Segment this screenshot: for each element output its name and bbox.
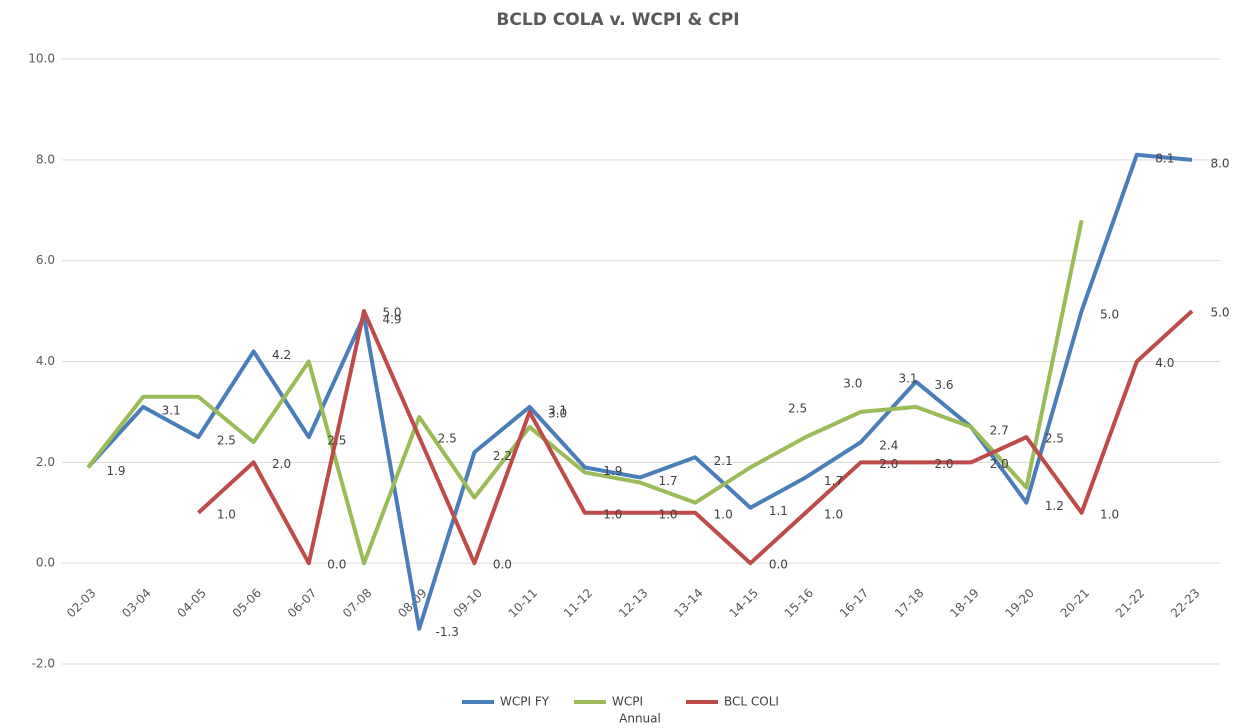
x-tick-label: 05-06 — [230, 586, 265, 621]
legend-label: WCPI FY — [500, 695, 550, 709]
x-tick-label: 07-08 — [340, 586, 375, 621]
data-label: 0.0 — [493, 558, 512, 572]
data-label: 1.0 — [1100, 507, 1119, 521]
data-label: 2.0 — [879, 457, 898, 471]
data-label: 4.9 — [382, 313, 401, 327]
series-line — [197, 309, 1194, 566]
data-label: 5.0 — [1210, 306, 1229, 320]
x-tick-label: 19-20 — [1002, 586, 1037, 621]
y-tick-label: -2.0 — [32, 657, 55, 671]
x-tick-label: 21-22 — [1113, 586, 1148, 621]
data-label: 3.1 — [548, 403, 567, 417]
x-tick-label: 14-15 — [726, 586, 761, 621]
data-label: 0.0 — [327, 558, 346, 572]
x-axis-title: Annual — [619, 712, 661, 726]
data-label: 2.5 — [1045, 432, 1064, 446]
data-label: 0.0 — [769, 558, 788, 572]
y-tick-label: 6.0 — [36, 253, 55, 267]
x-tick-label: 03-04 — [119, 586, 154, 621]
data-label: 2.5 — [217, 434, 236, 448]
data-label: 3.6 — [934, 378, 953, 392]
y-tick-label: 8.0 — [36, 152, 55, 166]
data-label: -1.3 — [435, 625, 458, 639]
x-tick-label: 12-13 — [616, 586, 651, 621]
data-label: 4.2 — [272, 348, 291, 362]
x-tick-label: 02-03 — [64, 586, 99, 621]
data-label: 2.0 — [990, 457, 1009, 471]
data-label: 3.1 — [162, 403, 181, 417]
y-tick-label: 4.0 — [36, 354, 55, 368]
data-label: 1.7 — [824, 474, 843, 488]
data-label: 5.0 — [1100, 308, 1119, 322]
data-label: 2.5 — [438, 432, 457, 446]
chart-title: BCLD COLA v. WCPI & CPI — [496, 10, 739, 30]
data-label: 2.2 — [493, 449, 512, 463]
data-label: 5.0 — [382, 306, 401, 320]
y-tick-label: 10.0 — [28, 52, 55, 66]
legend-label: WCPI — [612, 695, 643, 709]
data-label: 1.9 — [603, 464, 622, 478]
x-tick-label: 04-05 — [174, 586, 209, 621]
data-label: 4.0 — [1155, 356, 1174, 370]
series-line — [86, 152, 1193, 631]
data-label: 1.0 — [824, 507, 843, 521]
x-tick-label: 20-21 — [1058, 586, 1093, 621]
data-label: 8.0 — [1210, 156, 1229, 170]
x-tick-label: 11-12 — [561, 586, 596, 621]
x-tick-label: 16-17 — [837, 586, 872, 621]
data-label: 2.5 — [327, 434, 346, 448]
data-label: 2.0 — [934, 457, 953, 471]
data-label: 3.0 — [548, 406, 567, 420]
data-label: 1.0 — [603, 507, 622, 521]
data-label: 1.9 — [106, 464, 125, 478]
x-tick-label: 06-07 — [285, 586, 320, 621]
data-label: 1.0 — [658, 507, 677, 521]
y-tick-label: 2.0 — [36, 455, 55, 469]
data-label: 1.1 — [769, 504, 788, 518]
data-label: 1.0 — [217, 507, 236, 521]
data-label: 8.1 — [1155, 151, 1174, 165]
series-line — [86, 219, 1084, 566]
x-tick-label: 10-11 — [506, 586, 541, 621]
data-label: 2.7 — [990, 424, 1009, 438]
y-tick-label: 0.0 — [36, 556, 55, 570]
data-label: 2.0 — [272, 457, 291, 471]
data-label: 2.1 — [714, 454, 733, 468]
data-label: 2.5 — [788, 402, 807, 416]
x-tick-label: 13-14 — [671, 586, 706, 621]
x-tick-label: 17-18 — [892, 586, 927, 621]
x-tick-label: 15-16 — [782, 586, 817, 621]
x-tick-label: 22-23 — [1168, 586, 1203, 621]
data-label: 1.7 — [658, 474, 677, 488]
data-label: 1.2 — [1045, 499, 1064, 513]
x-tick-label: 09-10 — [450, 586, 485, 621]
legend-label: BCL COLI — [724, 695, 779, 709]
data-label: 3.0 — [843, 376, 862, 390]
data-label: 3.1 — [898, 371, 917, 385]
x-tick-label: 18-19 — [947, 586, 982, 621]
data-label: 1.0 — [714, 507, 733, 521]
data-label: 2.4 — [879, 439, 898, 453]
